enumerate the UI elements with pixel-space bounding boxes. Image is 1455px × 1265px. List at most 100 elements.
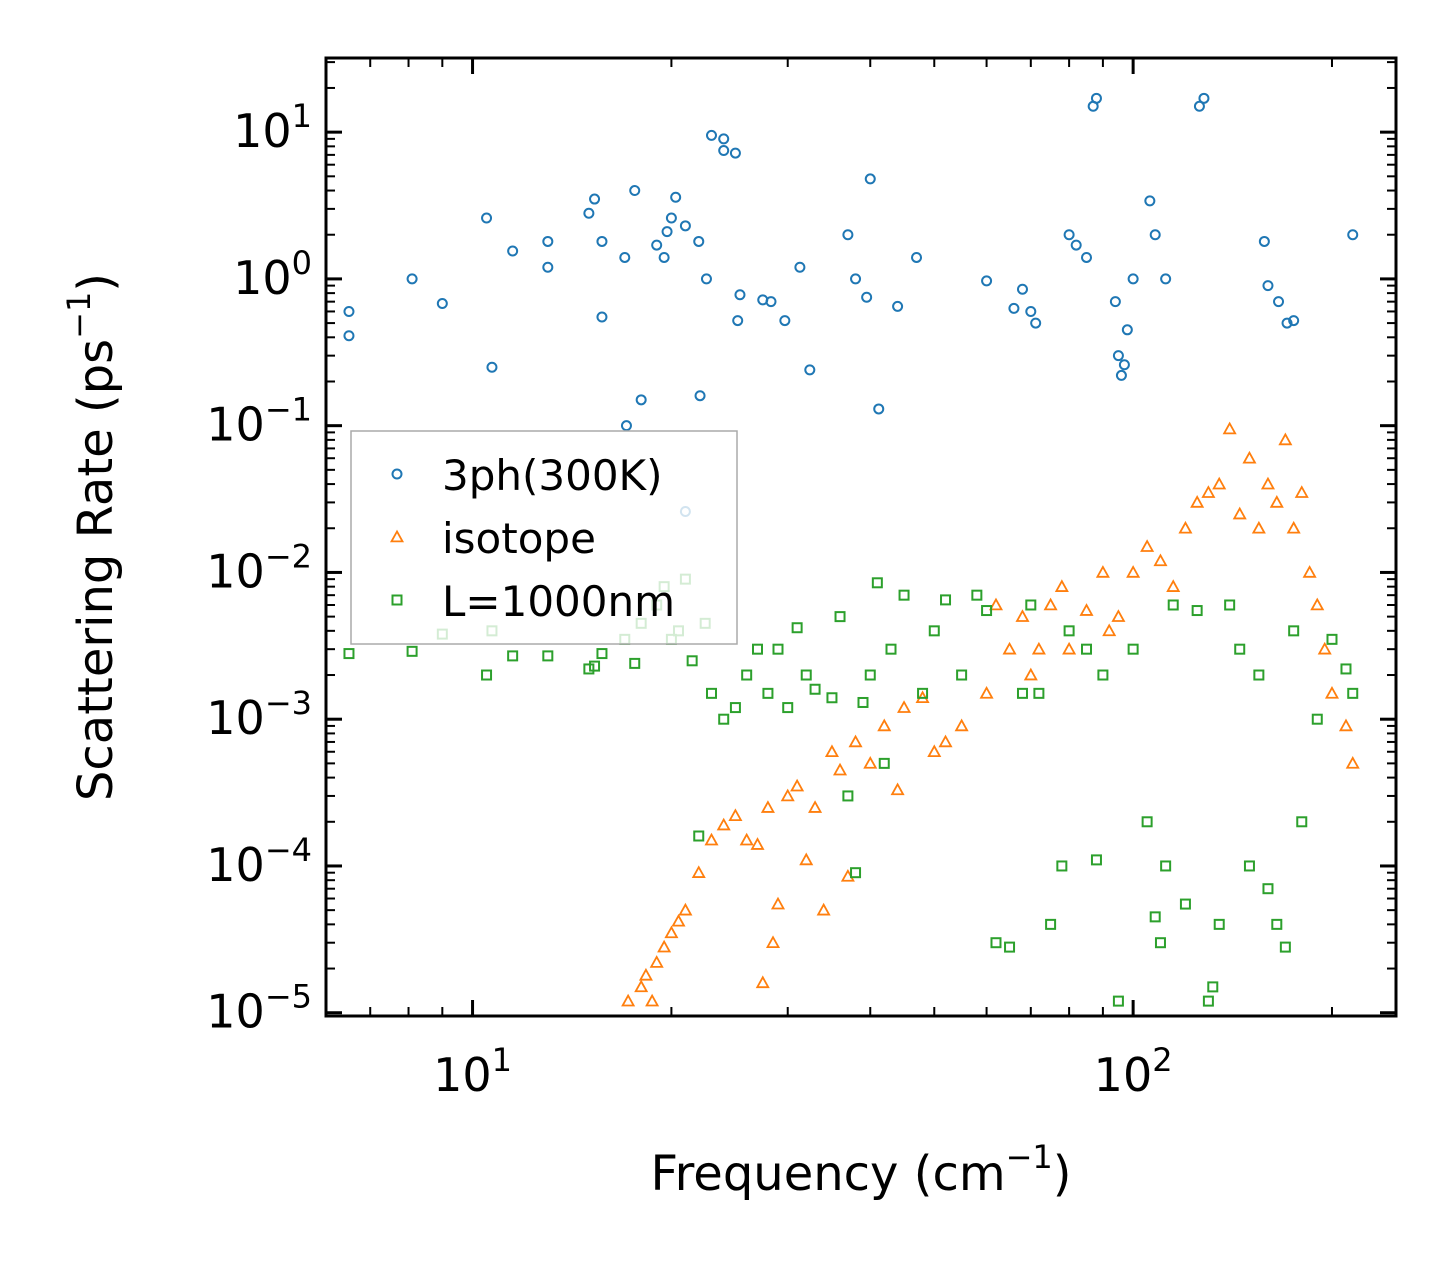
data-point (671, 913, 686, 927)
data-point (760, 800, 775, 813)
data-point (1127, 273, 1139, 285)
data-point (1260, 476, 1275, 490)
data-point (954, 718, 969, 732)
data-point (1262, 883, 1274, 895)
data-point (808, 800, 823, 813)
data-point (1212, 476, 1227, 490)
axis-tick-labels: 101 102 101 100 10−1 10−2 10−3 10−4 10−5 (206, 97, 1172, 1102)
data-point (638, 967, 653, 981)
data-point (1025, 305, 1037, 317)
data-point (1160, 273, 1172, 285)
data-point (1279, 941, 1291, 953)
data-point (834, 611, 846, 623)
data-point (1081, 643, 1093, 655)
data-point (782, 702, 794, 714)
data-point (1347, 687, 1359, 699)
data-point (1286, 520, 1301, 534)
data-point (892, 300, 904, 312)
data-point (1112, 995, 1124, 1007)
data-point (664, 925, 679, 939)
data-point (804, 364, 816, 376)
data-point (1154, 937, 1166, 949)
data-point (850, 273, 862, 285)
data-point (1025, 599, 1037, 611)
data-point (542, 650, 554, 662)
data-point (481, 669, 493, 681)
data-point (583, 207, 595, 219)
data-point (770, 896, 786, 910)
data-point (729, 147, 741, 159)
data-point (1008, 302, 1020, 314)
series-2 (621, 421, 1360, 1007)
data-point (691, 865, 706, 878)
data-point (1191, 605, 1203, 617)
data-point (885, 643, 897, 655)
data-point (1141, 816, 1153, 828)
data-point (800, 669, 812, 681)
data-point (864, 173, 876, 185)
legend-marker (389, 529, 405, 543)
data-point (686, 655, 698, 667)
data-point (1232, 506, 1247, 520)
data-point (718, 713, 730, 725)
data-point (645, 993, 660, 1007)
data-point (1112, 350, 1124, 362)
data-point (1095, 565, 1110, 578)
data-point (772, 643, 784, 655)
data-point (343, 648, 355, 660)
data-point (734, 289, 746, 301)
data-point (700, 273, 712, 285)
legend-marker (391, 594, 403, 606)
data-point (871, 577, 883, 589)
data-point (1167, 599, 1179, 611)
data-point (679, 220, 691, 232)
data-point (1102, 623, 1117, 637)
data-point (635, 394, 647, 406)
data-point (678, 902, 693, 916)
data-point (1179, 898, 1191, 910)
data-point (1015, 609, 1030, 622)
data-point (1126, 565, 1141, 578)
data-point (507, 245, 519, 257)
data-point (596, 311, 608, 323)
data-point (780, 788, 795, 802)
data-point (693, 830, 705, 842)
data-point (833, 762, 848, 776)
data-point (1118, 359, 1130, 371)
data-point (693, 235, 705, 247)
legend-label: isotope (442, 514, 596, 563)
data-point (1127, 643, 1139, 655)
data-point (436, 297, 448, 309)
data-point (1043, 597, 1058, 611)
data-point (971, 589, 983, 601)
data-point (1201, 485, 1216, 498)
data-point (762, 687, 774, 699)
data-point (1031, 641, 1046, 655)
data-point (481, 212, 493, 224)
data-point (927, 744, 942, 758)
data-point (755, 975, 770, 989)
data-point (799, 852, 814, 866)
data-point (619, 251, 631, 263)
data-point (765, 935, 781, 949)
data-point (928, 625, 940, 637)
data-point (1224, 599, 1236, 611)
data-point (718, 133, 730, 145)
data-point (791, 622, 803, 634)
legend-label: 3ph(300K) (442, 451, 662, 500)
data-point (1338, 718, 1354, 732)
data-point (1198, 92, 1210, 104)
data-point (981, 275, 993, 287)
data-point (343, 305, 355, 317)
data-point (864, 669, 876, 681)
data-point (890, 782, 905, 796)
x-axis-label: Frequency (cm−1) (650, 1138, 1071, 1202)
data-marks (343, 92, 1360, 1007)
data-point (863, 756, 878, 769)
data-point (1302, 565, 1317, 578)
data-point (583, 663, 595, 675)
data-point (1121, 324, 1133, 336)
data-point (1190, 495, 1205, 508)
data-point (1326, 633, 1338, 645)
data-point (898, 589, 910, 601)
